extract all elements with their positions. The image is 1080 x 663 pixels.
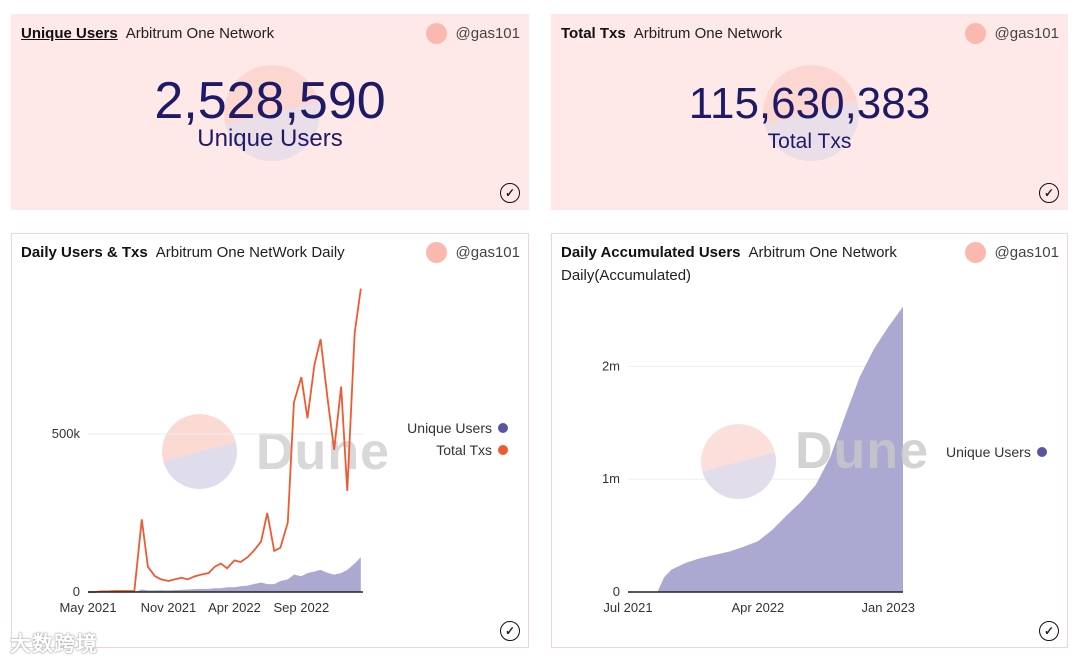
series-area-users — [88, 557, 361, 592]
dune-logo-icon — [763, 65, 859, 161]
chart-legend: Unique Users Total Txs — [407, 420, 508, 464]
avatar — [425, 23, 447, 44]
card-title[interactable]: Daily Users & Txs — [21, 244, 148, 261]
x-tick-label: May 2021 — [59, 600, 116, 615]
author-name: @gas101 — [455, 25, 520, 42]
card-title[interactable]: Total Txs — [561, 25, 626, 42]
x-tick-label: Apr 2022 — [732, 600, 785, 615]
avatar — [964, 23, 986, 44]
card-subtitle-2: Daily(Accumulated) — [561, 267, 692, 284]
accumulated-users-card: Daily Accumulated Users Arbitrum One Netw… — [551, 233, 1068, 648]
total-txs-card: Total Txs Arbitrum One Network @gas101 11… — [551, 14, 1068, 210]
series-line-txs — [88, 288, 362, 593]
counter-value: 2,528,590 — [154, 72, 386, 130]
card-title[interactable]: Unique Users — [21, 25, 118, 42]
check-icon[interactable]: ✓ — [1039, 183, 1059, 203]
unique-users-card: Unique Users Arbitrum One Network @gas101… — [11, 14, 529, 210]
y-tick-label: 1m — [602, 471, 620, 486]
check-icon[interactable]: ✓ — [500, 183, 520, 203]
y-tick-label: 500k — [52, 426, 81, 441]
dune-logo-icon — [701, 424, 776, 499]
check-icon[interactable]: ✓ — [500, 621, 520, 641]
daily-users-txs-chart: 0 500k May 2021 Nov 2021 Apr 2022 Sep 2022 — [52, 288, 363, 615]
dune-logo-icon — [162, 414, 237, 489]
card-subtitle: Arbitrum One Network — [633, 25, 783, 42]
legend-item-users[interactable]: Unique Users — [407, 420, 508, 436]
card-title[interactable]: Daily Accumulated Users — [561, 244, 741, 261]
author[interactable]: @gas101 — [964, 23, 1059, 44]
counter-label: Unique Users — [197, 125, 343, 152]
legend-item-txs[interactable]: Total Txs — [407, 442, 508, 458]
y-tick-label: 2m — [602, 358, 620, 373]
card-subtitle: Arbitrum One Network — [125, 25, 275, 42]
check-icon[interactable]: ✓ — [1039, 621, 1059, 641]
x-tick-label: Apr 2022 — [208, 600, 261, 615]
author-name: @gas101 — [994, 244, 1059, 261]
counter-value: 115,630,383 — [688, 79, 931, 128]
dune-watermark: Dune — [795, 422, 929, 480]
chart-legend: Unique Users — [946, 444, 1047, 466]
author[interactable]: @gas101 — [425, 23, 520, 44]
site-watermark: 大数跨境 — [10, 633, 98, 656]
y-tick-label: 0 — [73, 584, 80, 599]
x-tick-label: Sep 2022 — [274, 600, 330, 615]
daily-users-txs-card: Daily Users & Txs Arbitrum One NetWork Da… — [11, 233, 529, 648]
dune-watermark: Dune — [256, 423, 390, 481]
card-subtitle: Arbitrum One NetWork Daily — [155, 244, 345, 261]
avatar — [425, 242, 447, 263]
x-tick-label: Nov 2021 — [141, 600, 197, 615]
series-area-users — [628, 306, 903, 592]
author[interactable]: @gas101 — [964, 242, 1059, 263]
author-name: @gas101 — [455, 244, 520, 261]
counter-label: Total Txs — [767, 130, 852, 153]
y-tick-label: 0 — [613, 584, 620, 599]
card-subtitle: Arbitrum One Network — [748, 244, 897, 261]
author[interactable]: @gas101 — [425, 242, 520, 263]
author-name: @gas101 — [994, 25, 1059, 42]
legend-item-users[interactable]: Unique Users — [946, 444, 1047, 460]
x-tick-label: Jul 2021 — [603, 600, 652, 615]
x-tick-label: Jan 2023 — [862, 600, 916, 615]
dune-logo-icon — [224, 65, 320, 161]
avatar — [964, 242, 986, 263]
